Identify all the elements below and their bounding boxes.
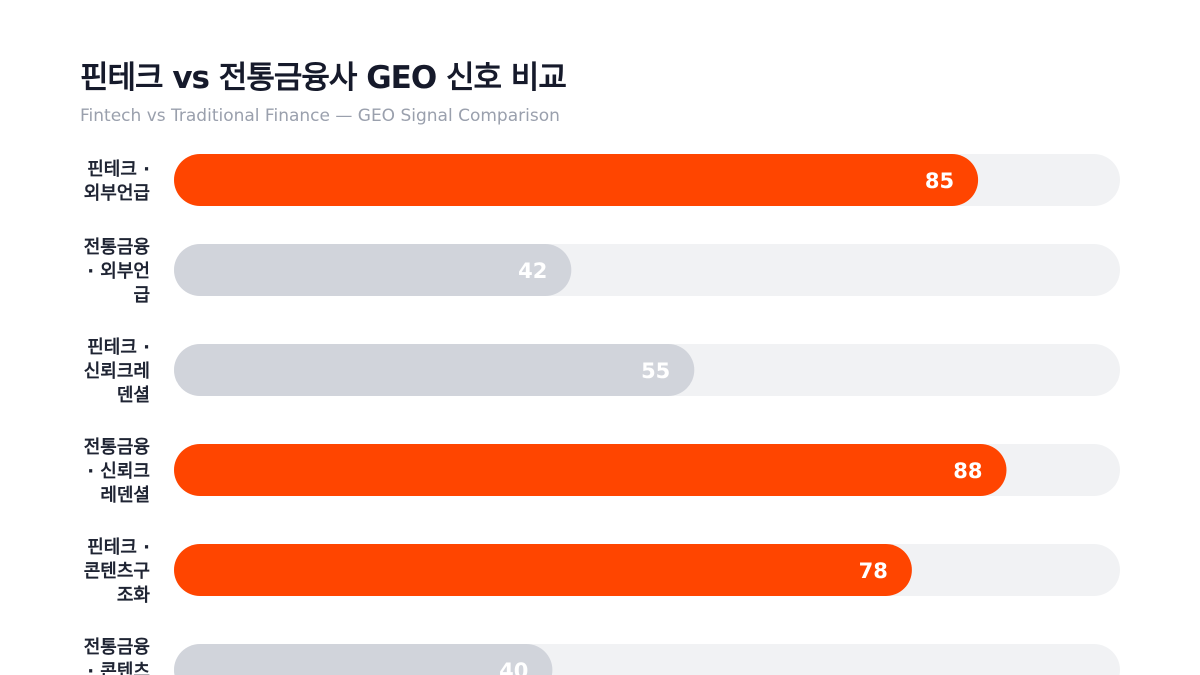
bar: [174, 244, 572, 296]
chart-title: 핀테크 vs 전통금융사 GEO 신호 비교: [80, 60, 567, 96]
bar-row: 55 핀테크 · 신뢰크레 덴셜: [84, 337, 1120, 406]
bar-row: 88 전통금융 · 신뢰크 레덴셜: [84, 437, 1120, 506]
category-label: 전통금융 · 신뢰크 레덴셜: [84, 437, 150, 506]
bar: [174, 344, 695, 396]
bar-value-label: 85: [925, 169, 954, 193]
bar-value-label: 40: [499, 659, 528, 675]
bar-row: 78 핀테크 · 콘텐츠구 조화: [84, 537, 1120, 606]
chart-subtitle: Fintech vs Traditional Finance — GEO Sig…: [80, 106, 560, 126]
bar-row: 42 전통금융 · 외부언 급: [84, 237, 1120, 306]
category-label: 전통금융 · 외부언 급: [84, 237, 150, 306]
category-label: 핀테크 · 콘텐츠구 조화: [84, 537, 151, 606]
bar: [174, 544, 912, 596]
bar: [174, 644, 553, 675]
bar-value-label: 55: [641, 359, 670, 383]
bar-value-label: 78: [859, 559, 888, 583]
bar-value-label: 88: [953, 459, 982, 483]
bar: [174, 154, 979, 206]
category-label: 핀테크 · 외부언급: [84, 159, 150, 204]
bar: [174, 444, 1007, 496]
bar-value-label: 42: [518, 259, 547, 283]
bar-row: 85 핀테크 · 외부언급: [84, 154, 1120, 206]
category-label: 핀테크 · 신뢰크레 덴셜: [84, 337, 150, 406]
